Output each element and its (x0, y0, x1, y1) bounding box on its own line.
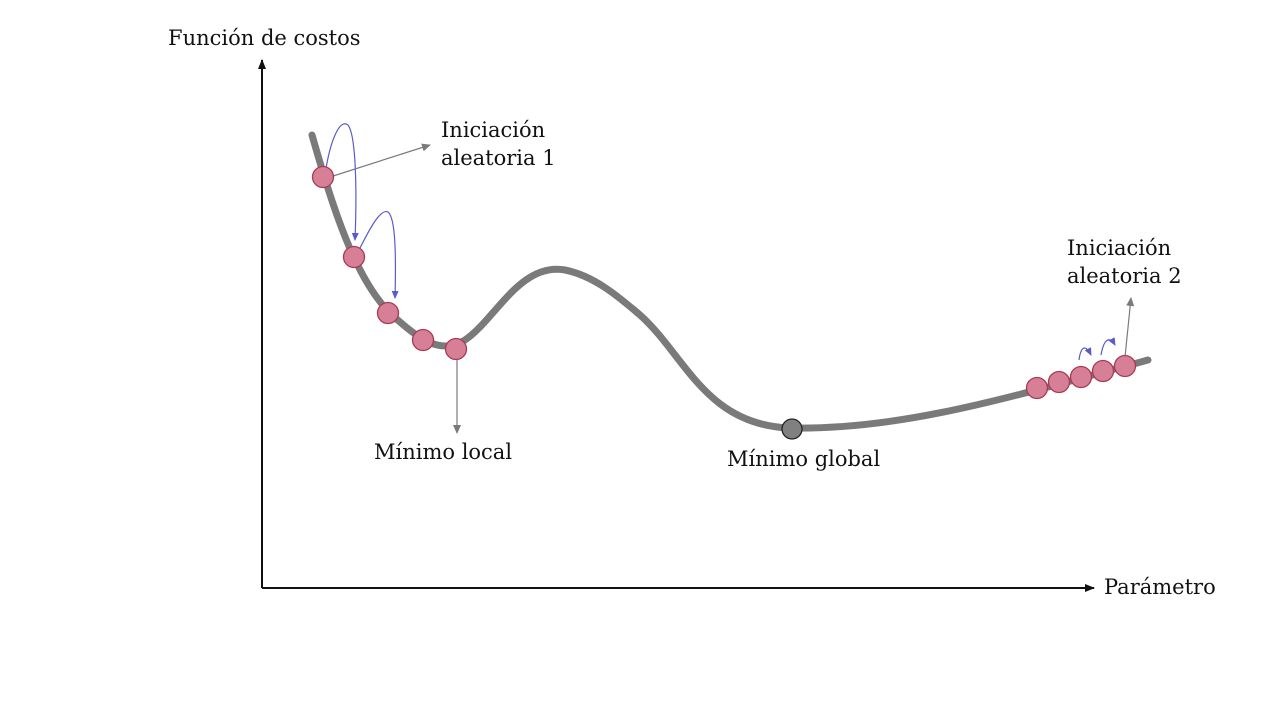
descent-point (1025, 376, 1049, 400)
descent-point (1091, 359, 1115, 383)
y-axis-label: Función de costos (168, 26, 361, 50)
descent-point (342, 245, 366, 269)
local-min-label: Mínimo local (374, 440, 513, 464)
descent-point (1113, 354, 1137, 378)
descent-point (376, 301, 400, 325)
hop-arrow-4 (1100, 337, 1116, 356)
descent-point (311, 165, 335, 189)
hop-arrow-2 (357, 211, 399, 299)
local-min-point (444, 337, 468, 361)
descent-point (411, 328, 435, 352)
global-min-label: Mínimo global (727, 447, 881, 471)
init2-label-line2: aleatoria 2 (1067, 264, 1182, 288)
descent-point (1069, 365, 1093, 389)
cost-curve (308, 131, 1152, 432)
descent-point (1047, 370, 1071, 394)
init1-label: Iniciación aleatoria 1 (441, 116, 556, 172)
init2-label-arrow (1124, 297, 1135, 358)
init2-label-line1: Iniciación (1067, 236, 1172, 260)
hop-arrow-3 (1078, 347, 1092, 361)
init1-label-arrow (329, 143, 431, 178)
init2-label: Iniciación aleatoria 2 (1067, 234, 1182, 290)
x-axis-label: Parámetro (1104, 575, 1216, 599)
hop-arrow-1 (324, 123, 359, 241)
init1-label-line2: aleatoria 1 (441, 146, 556, 170)
init1-label-line1: Iniciación (441, 118, 546, 142)
global-min-point (781, 418, 803, 440)
